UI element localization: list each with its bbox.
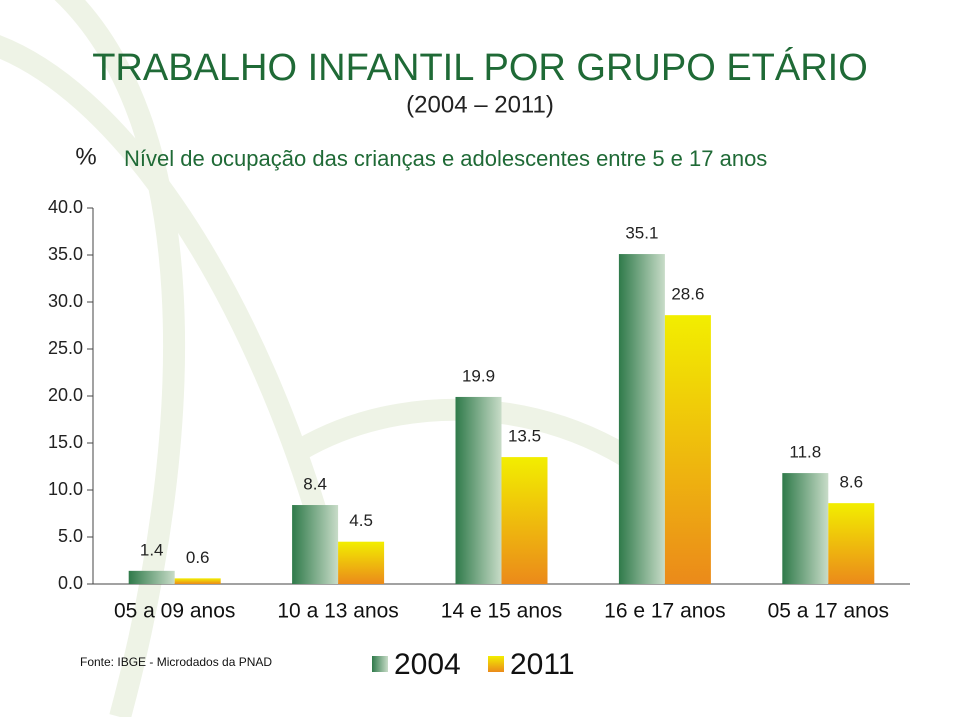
bar: [664, 315, 711, 584]
data-label: 1.4: [140, 540, 164, 559]
data-label: 11.8: [789, 443, 821, 462]
bar: [174, 578, 221, 584]
x-tick-label: 05 a 17 anos: [768, 600, 889, 623]
legend-swatch: [488, 656, 504, 672]
x-tick-label: 14 e 15 anos: [441, 600, 562, 623]
data-label: 8.4: [303, 475, 327, 494]
y-tick-label: 25.0: [48, 338, 83, 358]
data-label: 35.1: [625, 224, 658, 243]
y-tick-label: 0.0: [58, 573, 83, 593]
bar: [618, 254, 665, 584]
legend-label: 2004: [394, 648, 461, 681]
bar: [292, 505, 339, 584]
x-tick-label: 05 a 09 anos: [114, 600, 235, 623]
bar: [782, 473, 829, 584]
y-tick-label: 15.0: [48, 432, 83, 452]
y-unit-label: %: [75, 143, 96, 170]
x-tick-label: 10 a 13 anos: [277, 600, 398, 623]
y-tick-label: 20.0: [48, 385, 83, 405]
page-title: TRABALHO INFANTIL POR GRUPO ETÁRIO: [92, 46, 868, 89]
data-label: 0.6: [186, 548, 210, 567]
legend-label: 2011: [510, 648, 575, 681]
y-tick-label: 5.0: [58, 526, 83, 546]
y-tick-label: 10.0: [48, 479, 83, 499]
legend-swatch: [372, 656, 388, 672]
page-subtitle: (2004 – 2011): [406, 91, 554, 118]
y-tick-label: 40.0: [48, 197, 83, 217]
chart-title: Nível de ocupação das crianças e adolesc…: [124, 146, 767, 171]
bar: [338, 541, 385, 584]
data-label: 13.5: [508, 427, 541, 446]
data-label: 19.9: [462, 366, 495, 385]
y-tick-label: 35.0: [48, 244, 83, 264]
bar: [128, 570, 175, 584]
bar: [455, 396, 502, 584]
bar: [501, 457, 548, 584]
bar: [828, 503, 875, 584]
data-label: 4.5: [349, 511, 373, 530]
y-tick-label: 30.0: [48, 291, 83, 311]
x-tick-label: 16 e 17 anos: [604, 600, 725, 623]
data-label: 28.6: [671, 285, 704, 304]
source-note: Fonte: IBGE - Microdados da PNAD: [80, 655, 272, 669]
data-label: 8.6: [839, 473, 863, 492]
